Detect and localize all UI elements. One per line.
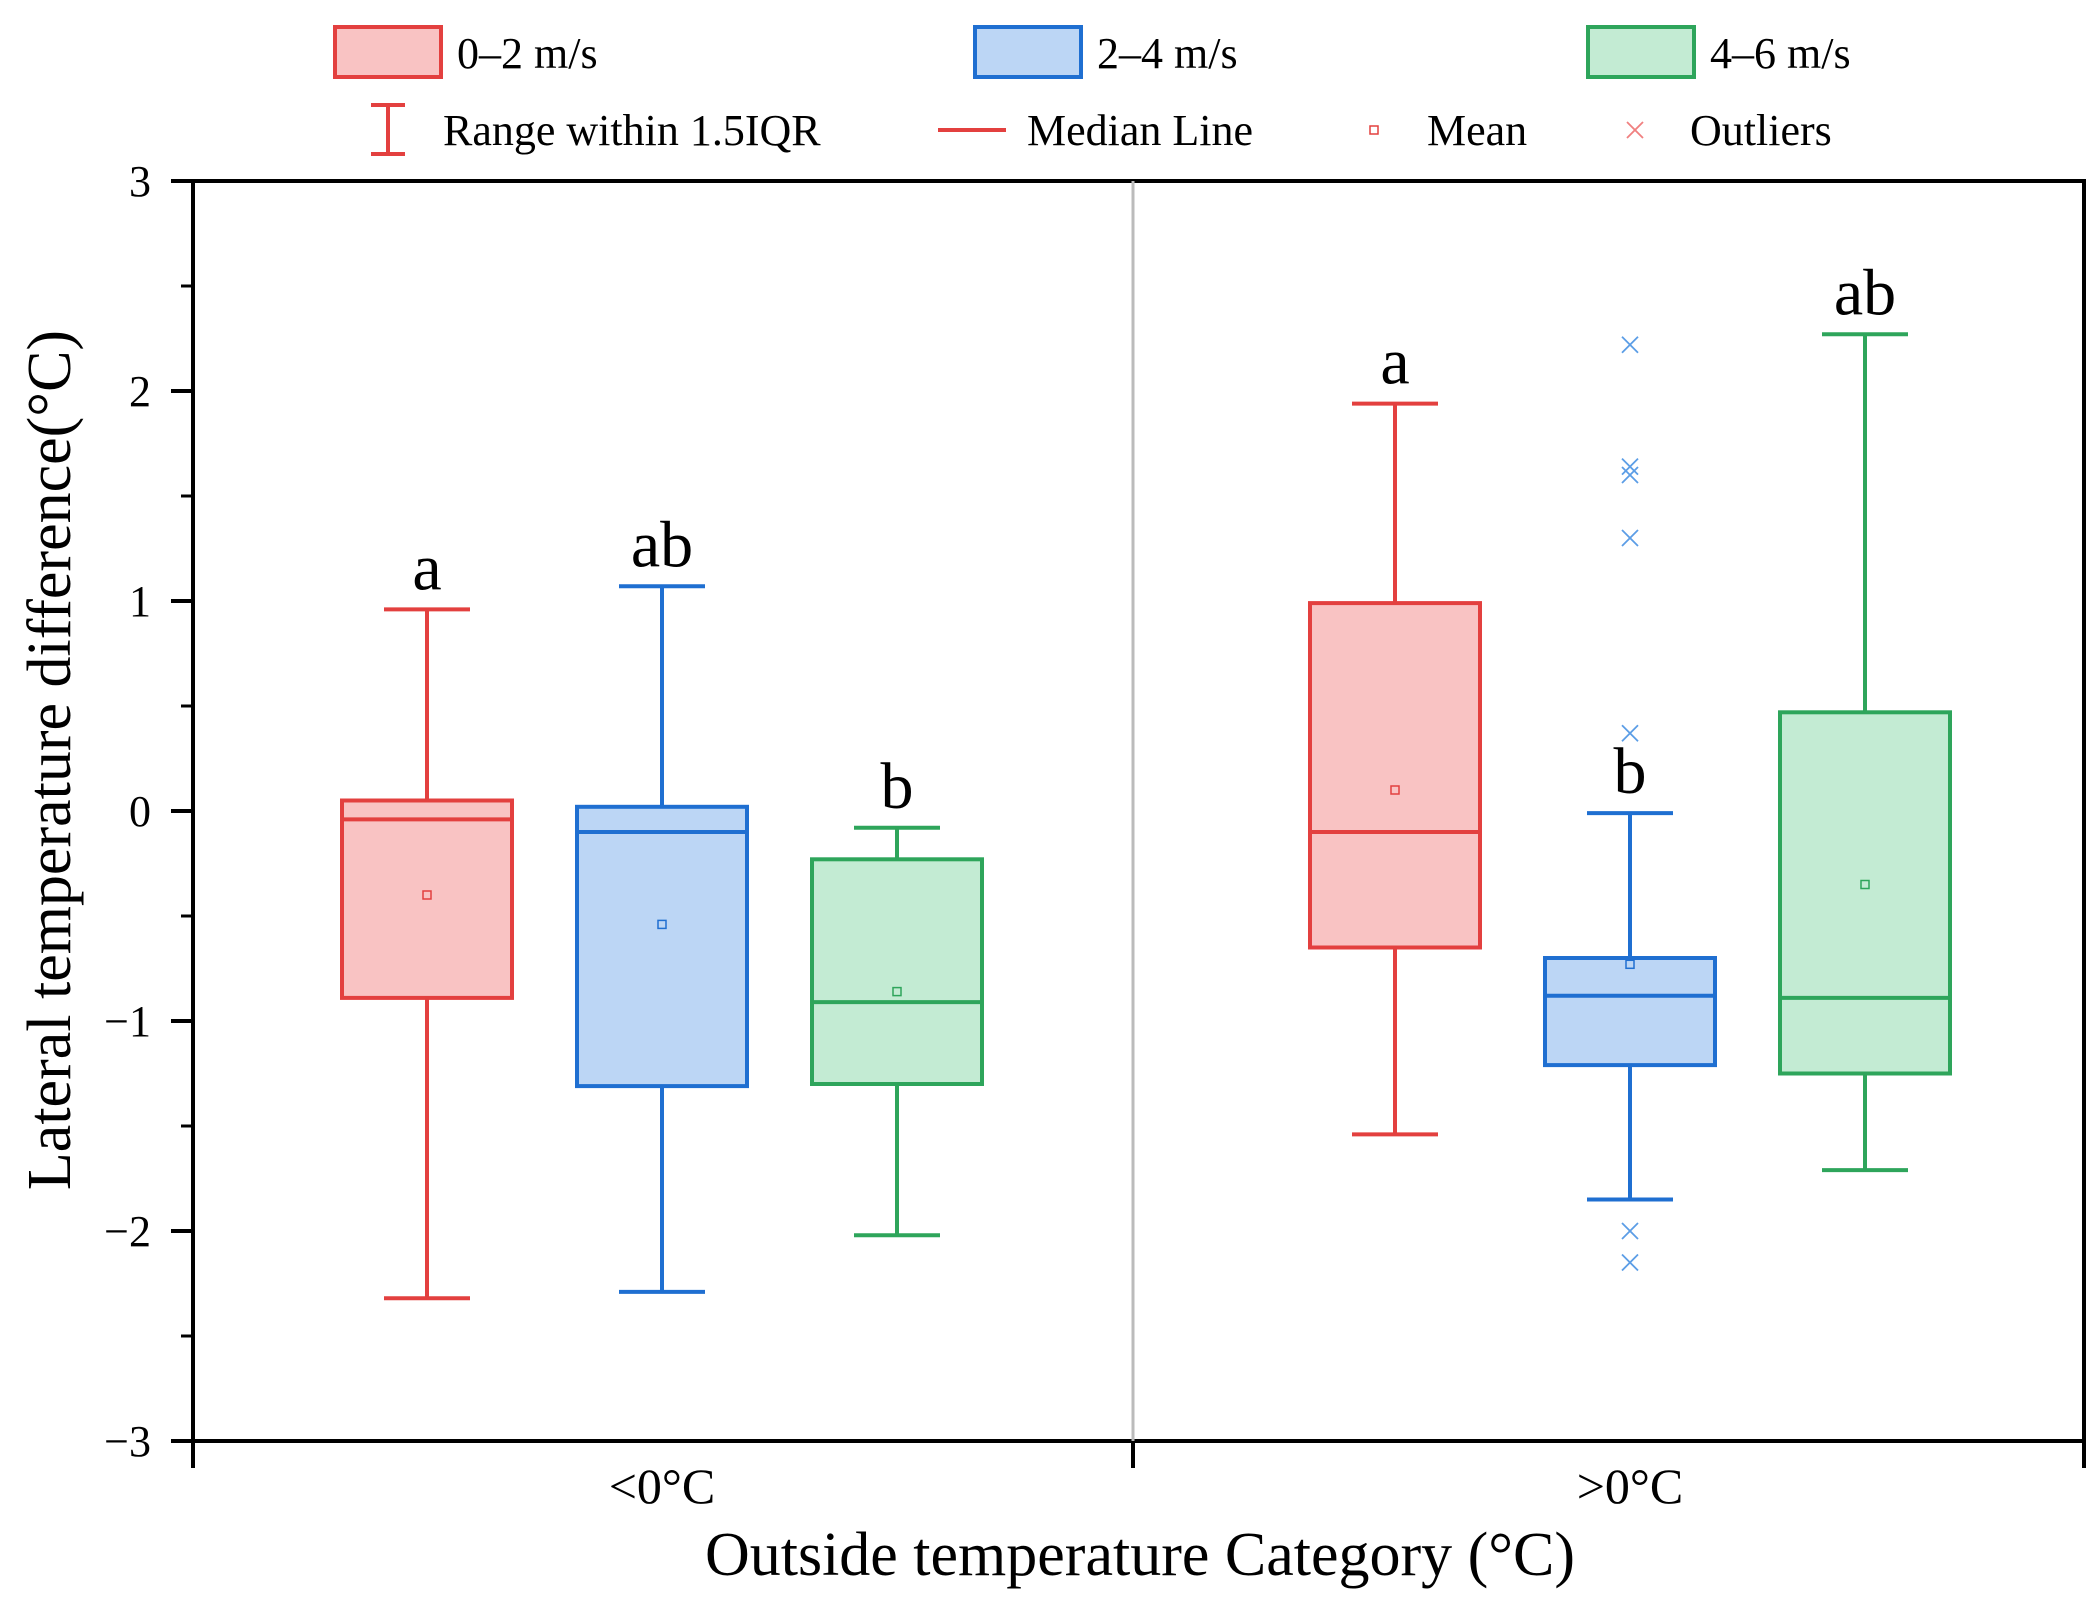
outlier-marker: [1621, 457, 1639, 476]
y-tick-label: −3: [104, 1417, 151, 1466]
box-4-6-cat1: ab: [1778, 256, 1952, 1173]
legend-mean-icon: [1369, 125, 1379, 135]
y-axis-title: Lateral temperature difference(°C): [16, 330, 84, 1190]
box-2-4-cat0: ab: [575, 508, 749, 1294]
legend-label-2-4: 2–4 m/s: [1097, 29, 1238, 78]
x-axis: <0°C >0°C: [191, 1441, 2086, 1514]
legend-outlier-icon: [1626, 121, 1644, 139]
significance-letter: a: [1380, 326, 1409, 399]
y-tick-label: 2: [129, 367, 151, 416]
iqr-box: [1308, 601, 1482, 950]
legend-range-icon: [371, 103, 405, 156]
outlier-stroke: [1621, 1222, 1639, 1240]
legend-swatch-0-2: [333, 25, 443, 79]
legend-label-0-2: 0–2 m/s: [457, 29, 598, 78]
y-tick-label: 1: [129, 577, 151, 626]
box-0-2-cat0: a: [340, 531, 514, 1301]
legend: 0–2 m/s 2–4 m/s 4–6 m/s Range within 1.5…: [333, 25, 1851, 156]
legend-swatch-2-4: [973, 25, 1083, 79]
mean-marker: [892, 986, 902, 997]
legend-label-4-6: 4–6 m/s: [1710, 29, 1851, 78]
outlier-marker: [1621, 336, 1639, 354]
box-0-2-cat1: a: [1308, 326, 1482, 1137]
outlier-stroke: [1621, 1253, 1639, 1272]
legend-label-mean: Mean: [1427, 106, 1527, 155]
mean-marker: [1860, 879, 1870, 890]
outlier-stroke: [1621, 457, 1639, 476]
y-axis: 3 2 1 0 −1 −2 −3: [104, 157, 193, 1466]
mean-marker: [657, 919, 667, 930]
outlier-stroke: [1621, 529, 1639, 547]
iqr-box: [1543, 956, 1717, 1068]
iqr-box: [810, 857, 984, 1086]
outlier-stroke: [1621, 466, 1639, 484]
x-axis-title: Outside temperature Category (°C): [705, 1521, 1575, 1589]
legend-label-range: Range within 1.5IQR: [443, 106, 821, 155]
outlier-marker: [1621, 1253, 1639, 1272]
mean-marker: [422, 890, 432, 900]
mean-marker: [1390, 785, 1400, 795]
y-tick-label: −1: [104, 997, 151, 1046]
outlier-marker: [1621, 466, 1639, 484]
significance-letter: a: [412, 531, 441, 604]
y-tick-label: 3: [129, 157, 151, 206]
outlier-stroke: [1621, 724, 1639, 742]
legend-label-median: Median Line: [1027, 106, 1253, 155]
significance-letter: ab: [1834, 256, 1896, 329]
outlier-marker: [1621, 724, 1639, 742]
y-tick-label: 0: [129, 787, 151, 836]
box-4-6-cat0: b: [810, 750, 984, 1238]
outlier-marker: [1621, 529, 1639, 547]
iqr-box: [1778, 710, 1952, 1076]
significance-letter: ab: [631, 508, 693, 581]
significance-letter: b: [881, 750, 914, 823]
x-category-label-neg: <0°C: [609, 1458, 716, 1514]
box-2-4-cat1: b: [1543, 336, 1717, 1272]
outlier-stroke: [1621, 336, 1639, 354]
mean-marker: [1625, 959, 1635, 970]
legend-swatch-4-6: [1586, 25, 1696, 79]
significance-letter: b: [1614, 735, 1647, 808]
legend-label-outliers: Outliers: [1690, 106, 1832, 155]
iqr-box: [575, 804, 749, 1089]
y-tick-label: −2: [104, 1207, 151, 1256]
x-category-label-pos: >0°C: [1577, 1458, 1684, 1514]
outlier-marker: [1621, 1222, 1639, 1240]
